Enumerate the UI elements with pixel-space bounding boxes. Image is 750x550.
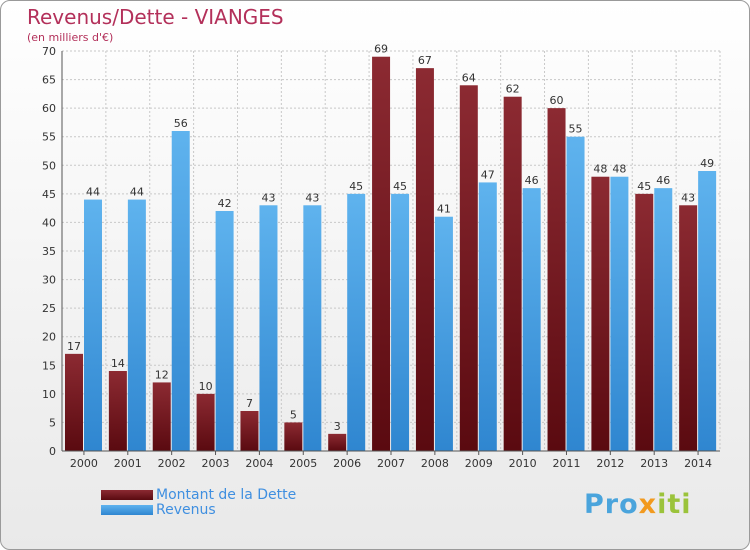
y-tick-label: 30 <box>42 274 56 287</box>
data-label-dette: 12 <box>155 368 169 381</box>
bar-revenus <box>522 188 541 451</box>
y-tick-label: 50 <box>42 159 56 172</box>
legend-swatch-dette <box>101 490 153 500</box>
data-label-revenus: 43 <box>261 191 275 204</box>
data-label-dette: 43 <box>681 191 695 204</box>
bar-dette <box>196 393 215 451</box>
y-tick-label: 20 <box>42 331 56 344</box>
data-label-revenus: 55 <box>569 123 583 136</box>
bar-revenus <box>303 205 322 451</box>
bar-dette <box>284 422 303 451</box>
x-tick-label: 2007 <box>377 457 405 470</box>
y-tick-label: 40 <box>42 216 56 229</box>
y-tick-label: 45 <box>42 188 56 201</box>
x-tick-label: 2009 <box>465 457 493 470</box>
data-label-revenus: 43 <box>305 191 319 204</box>
bar-revenus <box>259 205 278 451</box>
bar-dette <box>240 411 259 451</box>
bar-dette <box>328 433 347 451</box>
bar-revenus <box>127 199 146 451</box>
bar-dette <box>65 353 83 451</box>
x-tick-label: 2011 <box>552 457 580 470</box>
bar-dette <box>503 96 522 451</box>
chart-subtitle: (en milliers d'€) <box>27 31 114 44</box>
x-tick-label: 2005 <box>289 457 317 470</box>
y-tick-label: 35 <box>42 245 56 258</box>
bar-dette <box>372 56 391 451</box>
data-label-revenus: 48 <box>612 163 626 176</box>
bar-dette <box>459 85 478 452</box>
data-label-dette: 45 <box>637 180 651 193</box>
data-label-revenus: 56 <box>174 117 188 130</box>
data-label-dette: 69 <box>374 43 388 56</box>
data-label-revenus: 49 <box>700 157 714 170</box>
bar-dette <box>108 371 127 451</box>
proxiti-logo: Proxiti <box>584 489 692 520</box>
bar-revenus <box>434 216 453 451</box>
y-tick-label: 0 <box>49 445 56 458</box>
y-tick-label: 5 <box>49 416 56 429</box>
x-tick-label: 2006 <box>333 457 361 470</box>
bar-revenus <box>171 131 190 451</box>
data-label-dette: 17 <box>67 340 81 353</box>
legend-swatch-revenus <box>101 505 153 515</box>
bar-dette <box>679 205 698 451</box>
bar-revenus <box>610 176 629 451</box>
data-label-revenus: 41 <box>437 203 451 216</box>
bar-dette <box>547 108 566 452</box>
data-label-dette: 5 <box>290 408 297 421</box>
data-label-dette: 3 <box>334 420 341 433</box>
x-tick-label: 2000 <box>70 457 98 470</box>
data-label-dette: 7 <box>246 397 253 410</box>
y-tick-label: 10 <box>42 388 56 401</box>
x-tick-label: 2004 <box>245 457 273 470</box>
data-label-dette: 67 <box>418 54 432 67</box>
y-tick-label: 15 <box>42 359 56 372</box>
x-tick-label: 2010 <box>509 457 537 470</box>
x-tick-label: 2002 <box>158 457 186 470</box>
bar-revenus <box>347 193 366 451</box>
data-label-revenus: 46 <box>656 174 670 187</box>
x-tick-label: 2001 <box>114 457 142 470</box>
bar-dette <box>635 193 654 451</box>
bar-revenus <box>215 211 234 451</box>
legend-label-dette: Montant de la Dette <box>156 487 297 503</box>
data-label-dette: 64 <box>462 71 476 84</box>
y-tick-label: 55 <box>42 131 56 144</box>
data-label-revenus: 42 <box>218 197 232 210</box>
x-tick-label: 2013 <box>640 457 668 470</box>
bar-dette <box>415 68 434 452</box>
bar-revenus <box>566 136 585 451</box>
bar-revenus <box>84 199 102 451</box>
x-tick-label: 2003 <box>202 457 230 470</box>
x-tick-label: 2012 <box>596 457 624 470</box>
bar-revenus <box>478 182 497 451</box>
chart-title: Revenus/Dette - VIANGES <box>27 5 284 29</box>
y-tick-label: 65 <box>42 74 56 87</box>
data-label-dette: 62 <box>506 83 520 96</box>
y-tick-label: 25 <box>42 302 56 315</box>
y-tick-label: 60 <box>42 102 56 115</box>
data-label-revenus: 44 <box>86 186 100 199</box>
data-label-revenus: 46 <box>525 174 539 187</box>
data-label-dette: 14 <box>111 357 125 370</box>
data-label-dette: 60 <box>550 94 564 107</box>
bar-revenus <box>654 188 673 451</box>
bar-dette <box>152 382 171 451</box>
data-label-dette: 48 <box>593 163 607 176</box>
data-label-revenus: 44 <box>130 186 144 199</box>
data-label-revenus: 47 <box>481 168 495 181</box>
data-label-revenus: 45 <box>349 180 363 193</box>
data-label-dette: 10 <box>199 380 213 393</box>
y-tick-label: 70 <box>42 45 56 58</box>
bar-revenus <box>391 193 410 451</box>
legend-label-revenus: Revenus <box>156 502 216 518</box>
bar-revenus <box>698 171 717 451</box>
x-tick-label: 2014 <box>684 457 712 470</box>
data-label-revenus: 45 <box>393 180 407 193</box>
bar-dette <box>591 176 610 451</box>
x-tick-label: 2008 <box>421 457 449 470</box>
